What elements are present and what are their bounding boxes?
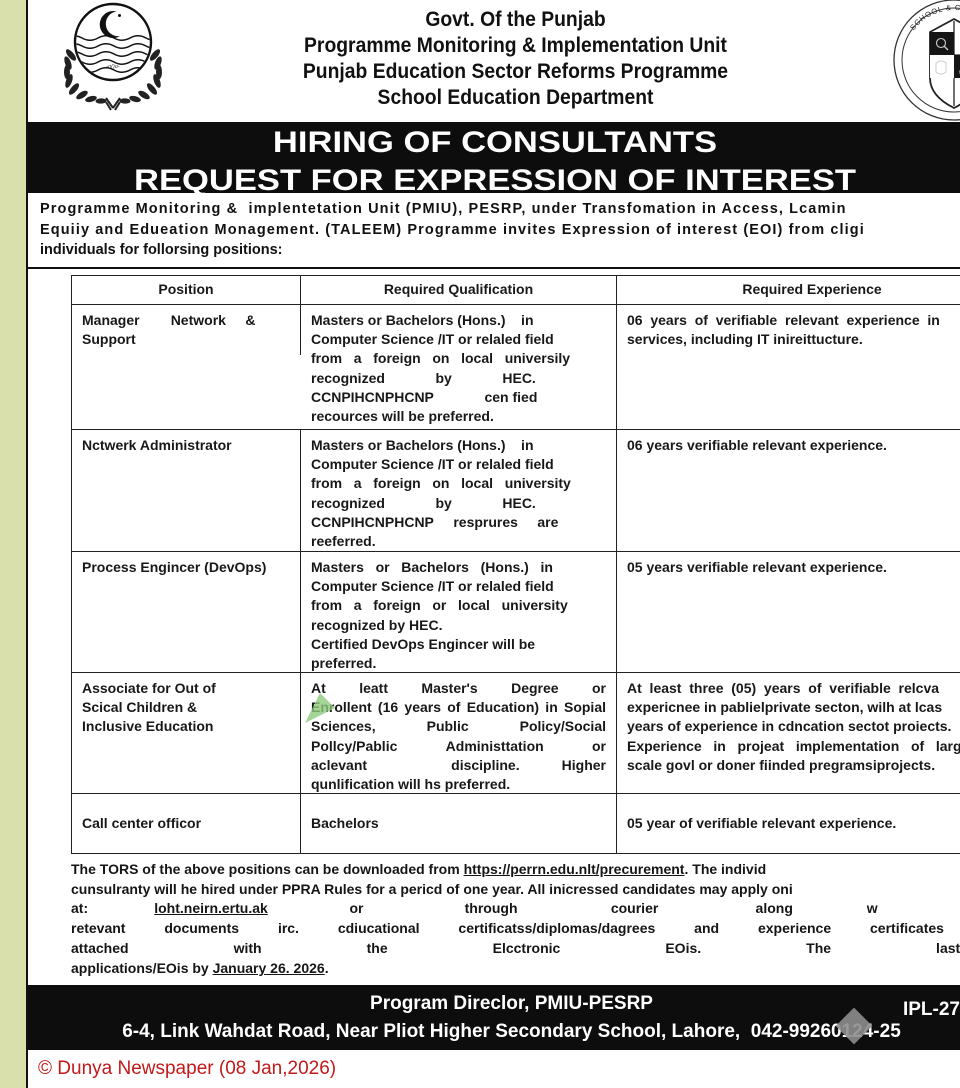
svg-text:-o()o-: -o()o- xyxy=(106,64,120,70)
svg-text:SCHOOL & COLLEGE: SCHOOL & COLLEGE xyxy=(908,3,960,32)
